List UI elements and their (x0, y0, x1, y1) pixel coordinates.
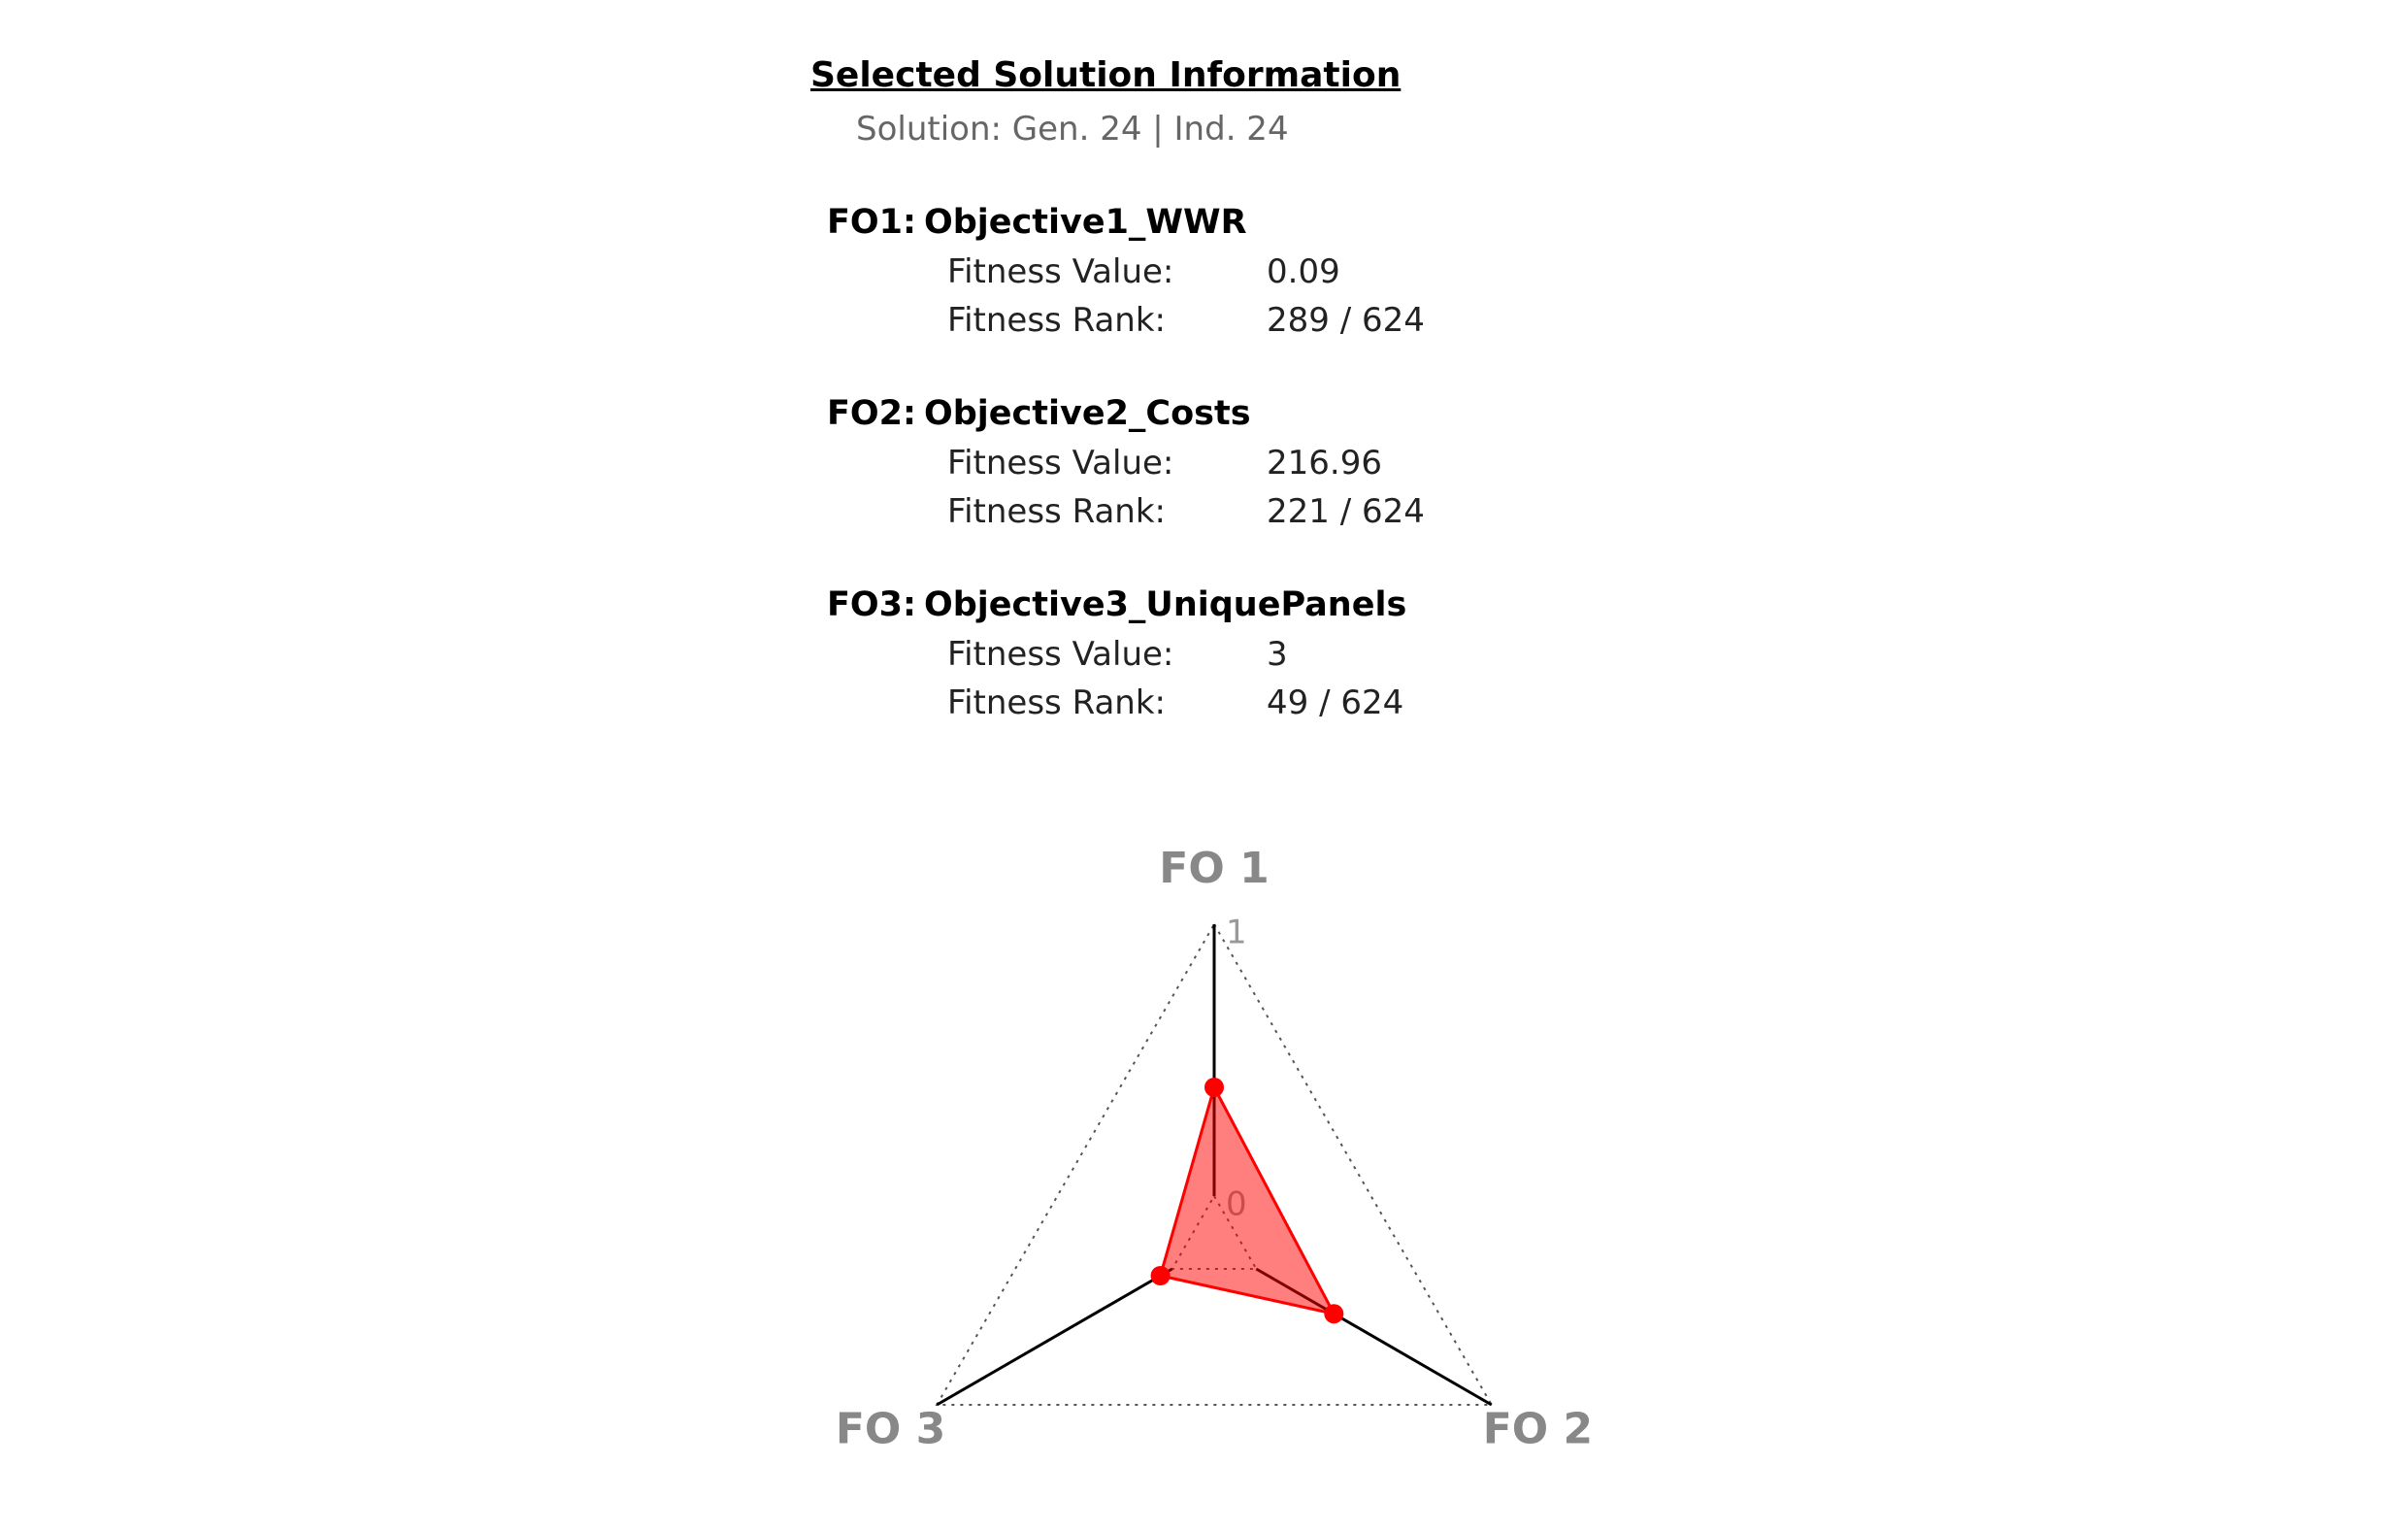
data-point (1204, 1078, 1224, 1097)
fitness-value: 3 (1267, 635, 1288, 674)
objective-name: Objective1_WWR (924, 203, 1247, 242)
value-label: Fitness Value: (947, 252, 1174, 291)
data-area (1158, 1083, 1337, 1316)
value-label: Fitness Value: (947, 444, 1174, 483)
axis-line (936, 1267, 1173, 1407)
fitness-rank: 221 / 624 (1267, 492, 1425, 531)
fitness-rank: 289 / 624 (1267, 301, 1425, 340)
fitness-rank: 49 / 624 (1267, 683, 1404, 722)
axis-label: FO 1 (1159, 844, 1269, 893)
objective-code: FO3: (827, 585, 917, 624)
solution-label: Solution: Gen. 24 | Ind. 24 (856, 110, 1289, 149)
rank-label: Fitness Rank: (947, 683, 1166, 722)
fitness-value: 216.96 (1267, 444, 1382, 483)
objective-code: FO2: (827, 394, 917, 433)
objective-code: FO1: (827, 203, 917, 242)
axis-label: FO 3 (836, 1405, 945, 1454)
rank-label: Fitness Rank: (947, 492, 1166, 531)
objective-name: Objective3_UniquePanels (924, 585, 1407, 624)
grid-ring (935, 921, 1494, 1406)
data-point (1150, 1266, 1171, 1285)
r-tick-label: 1 (1226, 914, 1247, 952)
fitness-value: 0.09 (1267, 252, 1340, 291)
objective-name: Objective2_Costs (924, 394, 1251, 433)
value-label: Fitness Value: (947, 635, 1174, 674)
axis-label: FO 2 (1483, 1405, 1593, 1454)
panel-title: Selected Solution Information (810, 55, 1402, 95)
data-point (1324, 1304, 1344, 1324)
rank-label: Fitness Rank: (947, 301, 1166, 340)
